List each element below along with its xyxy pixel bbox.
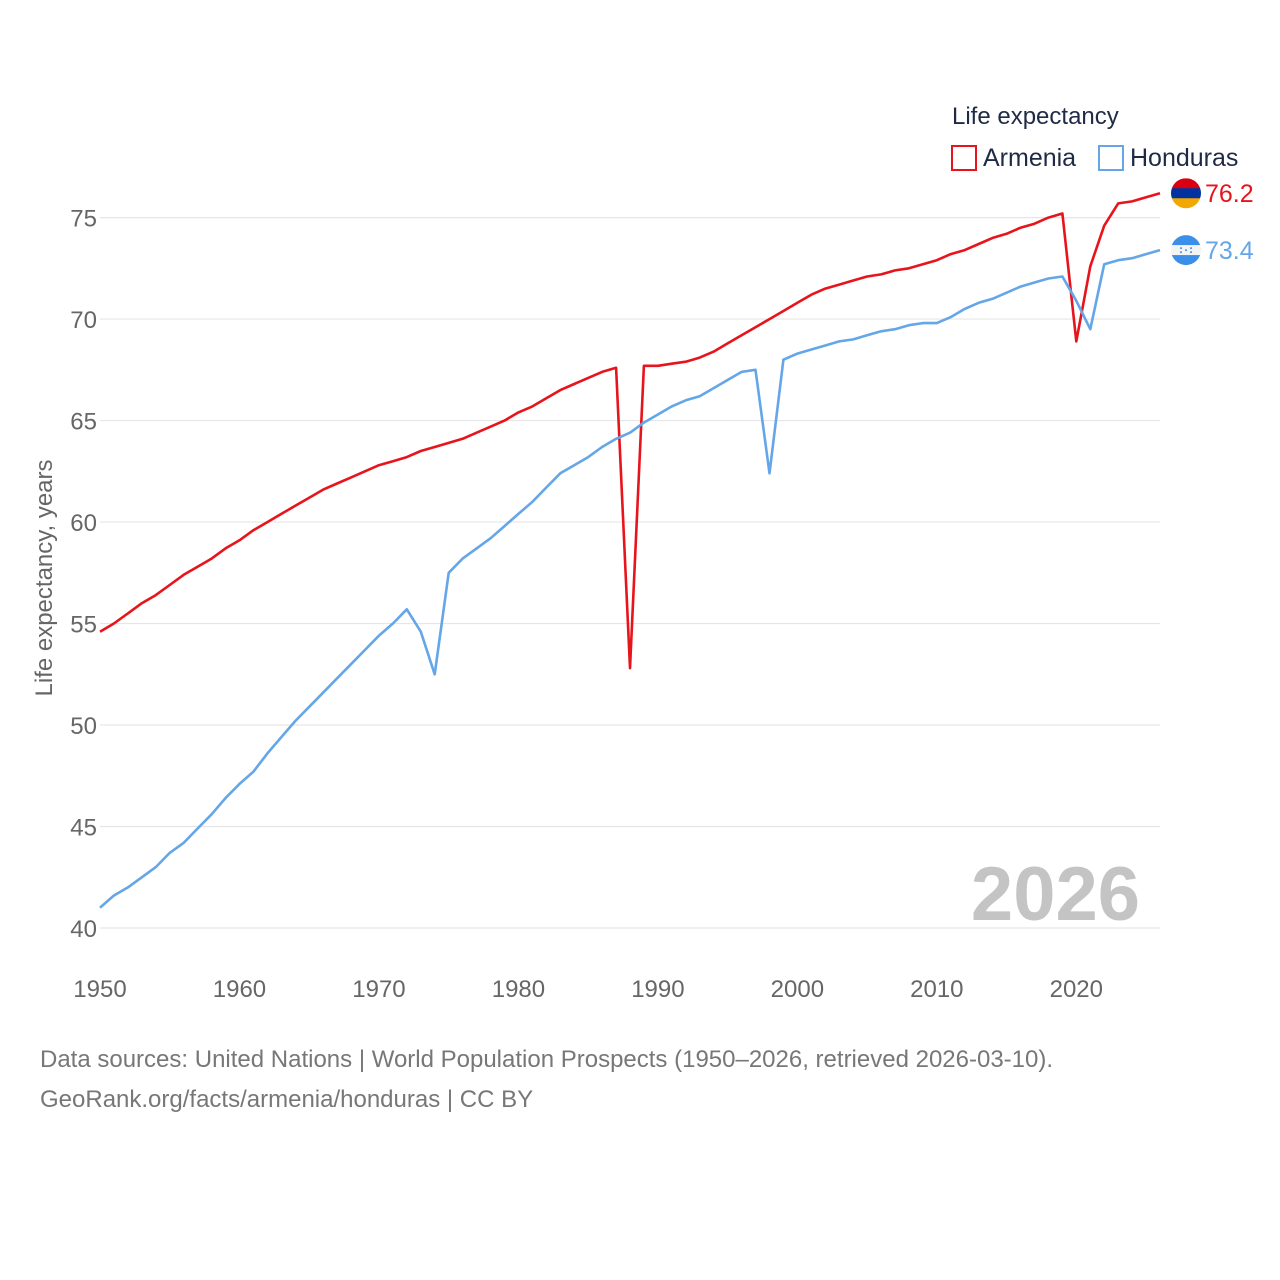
- year-watermark: 2026: [971, 852, 1140, 937]
- y-tick-label: 60: [70, 510, 97, 537]
- legend: Life expectancy Armenia Honduras: [951, 103, 1238, 172]
- legend-title: Life expectancy: [952, 103, 1119, 130]
- armenia-flag-icon: [1171, 178, 1201, 209]
- y-tick-label: 45: [70, 815, 97, 842]
- x-axis-ticks: 1950 1960 1970 1980 1990 2000 2010 2020: [73, 976, 1103, 1003]
- legend-label-honduras: Honduras: [1130, 144, 1238, 172]
- y-axis-label: Life expectancy, years: [31, 459, 58, 696]
- series-line-armenia[interactable]: [99, 191, 1161, 670]
- series-line-honduras[interactable]: [99, 248, 1161, 909]
- legend-label-armenia: Armenia: [983, 144, 1076, 172]
- end-label-honduras: 73.4: [1205, 237, 1254, 265]
- x-tick-label: 1990: [631, 976, 684, 1003]
- source-note: Data sources: United Nations | World Pop…: [40, 1040, 1053, 1120]
- x-tick-label: 2010: [910, 976, 963, 1003]
- x-tick-label: 1980: [492, 976, 545, 1003]
- end-label-armenia: 76.2: [1205, 180, 1254, 208]
- legend-item-honduras[interactable]: Honduras: [1098, 144, 1238, 172]
- source-line: Data sources: United Nations | World Pop…: [40, 1046, 1054, 1073]
- y-tick-label: 75: [70, 206, 97, 233]
- grid-lines: [100, 216, 1160, 929]
- y-tick-label: 65: [70, 409, 97, 436]
- y-tick-label: 70: [70, 307, 97, 334]
- legend-swatch-armenia: [951, 145, 977, 171]
- x-tick-label: 2020: [1050, 976, 1103, 1003]
- source-url-line: GeoRank.org/facts/armenia/honduras | CC …: [40, 1086, 534, 1113]
- series-lines: [99, 191, 1161, 909]
- y-tick-label: 40: [70, 916, 97, 943]
- x-tick-label: 1970: [352, 976, 405, 1003]
- y-tick-label: 55: [70, 612, 97, 639]
- legend-swatch-honduras: [1098, 145, 1124, 171]
- honduras-flag-icon: [1171, 235, 1201, 266]
- y-tick-label: 50: [70, 713, 97, 740]
- x-tick-label: 1950: [73, 976, 126, 1003]
- legend-item-armenia[interactable]: Armenia: [951, 144, 1076, 172]
- x-tick-label: 2000: [771, 976, 824, 1003]
- x-tick-label: 1960: [213, 976, 266, 1003]
- y-axis-ticks: 40 45 50 55 60 65 70 75: [70, 206, 97, 943]
